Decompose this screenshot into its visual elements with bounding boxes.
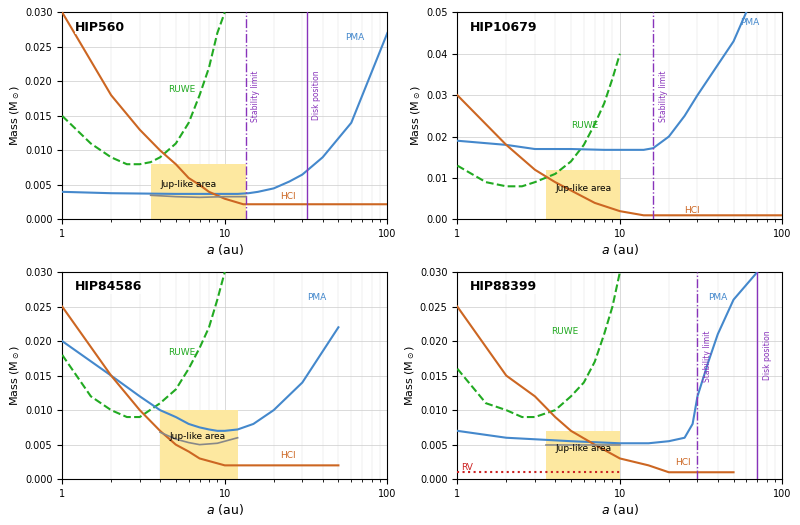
Bar bbox=[160, 410, 238, 479]
Text: Stability limit: Stability limit bbox=[703, 330, 712, 382]
Text: RUWE: RUWE bbox=[571, 121, 598, 130]
Text: PMA: PMA bbox=[708, 292, 728, 302]
Text: Jup-like area: Jup-like area bbox=[161, 181, 217, 190]
Y-axis label: Mass (M$_\odot$): Mass (M$_\odot$) bbox=[8, 86, 22, 146]
Text: Stability limit: Stability limit bbox=[658, 70, 667, 122]
Bar bbox=[546, 170, 620, 219]
X-axis label: $a$ (au): $a$ (au) bbox=[206, 242, 244, 257]
Text: Jup-like area: Jup-like area bbox=[170, 432, 226, 441]
Text: HIP84586: HIP84586 bbox=[75, 280, 142, 293]
Text: RUWE: RUWE bbox=[168, 348, 196, 357]
Text: HIP88399: HIP88399 bbox=[470, 280, 538, 293]
Bar bbox=[546, 431, 620, 479]
Text: RUWE: RUWE bbox=[168, 85, 196, 94]
Text: Disk position: Disk position bbox=[762, 330, 772, 380]
Text: HCI: HCI bbox=[281, 192, 296, 201]
X-axis label: $a$ (au): $a$ (au) bbox=[601, 502, 639, 517]
Text: PMA: PMA bbox=[345, 33, 364, 42]
X-axis label: $a$ (au): $a$ (au) bbox=[206, 502, 244, 517]
Text: RV: RV bbox=[461, 463, 473, 472]
Text: Stability limit: Stability limit bbox=[251, 70, 260, 122]
Text: HIP560: HIP560 bbox=[75, 20, 126, 34]
Text: HIP10679: HIP10679 bbox=[470, 20, 538, 34]
Bar bbox=[150, 164, 246, 219]
Text: HCI: HCI bbox=[685, 206, 700, 215]
Text: PMA: PMA bbox=[307, 292, 326, 302]
Y-axis label: Mass (M$_\odot$): Mass (M$_\odot$) bbox=[8, 345, 22, 406]
Text: Jup-like area: Jup-like area bbox=[556, 184, 612, 193]
Text: Jup-like area: Jup-like area bbox=[556, 444, 612, 453]
Text: HCI: HCI bbox=[281, 452, 296, 460]
Y-axis label: Mass (M$_\odot$): Mass (M$_\odot$) bbox=[403, 345, 417, 406]
Text: Disk position: Disk position bbox=[312, 70, 322, 120]
Text: PMA: PMA bbox=[740, 18, 759, 27]
Text: HCI: HCI bbox=[675, 458, 691, 467]
Y-axis label: Mass (M$_\odot$): Mass (M$_\odot$) bbox=[410, 86, 423, 146]
Text: RUWE: RUWE bbox=[551, 327, 579, 336]
X-axis label: $a$ (au): $a$ (au) bbox=[601, 242, 639, 257]
